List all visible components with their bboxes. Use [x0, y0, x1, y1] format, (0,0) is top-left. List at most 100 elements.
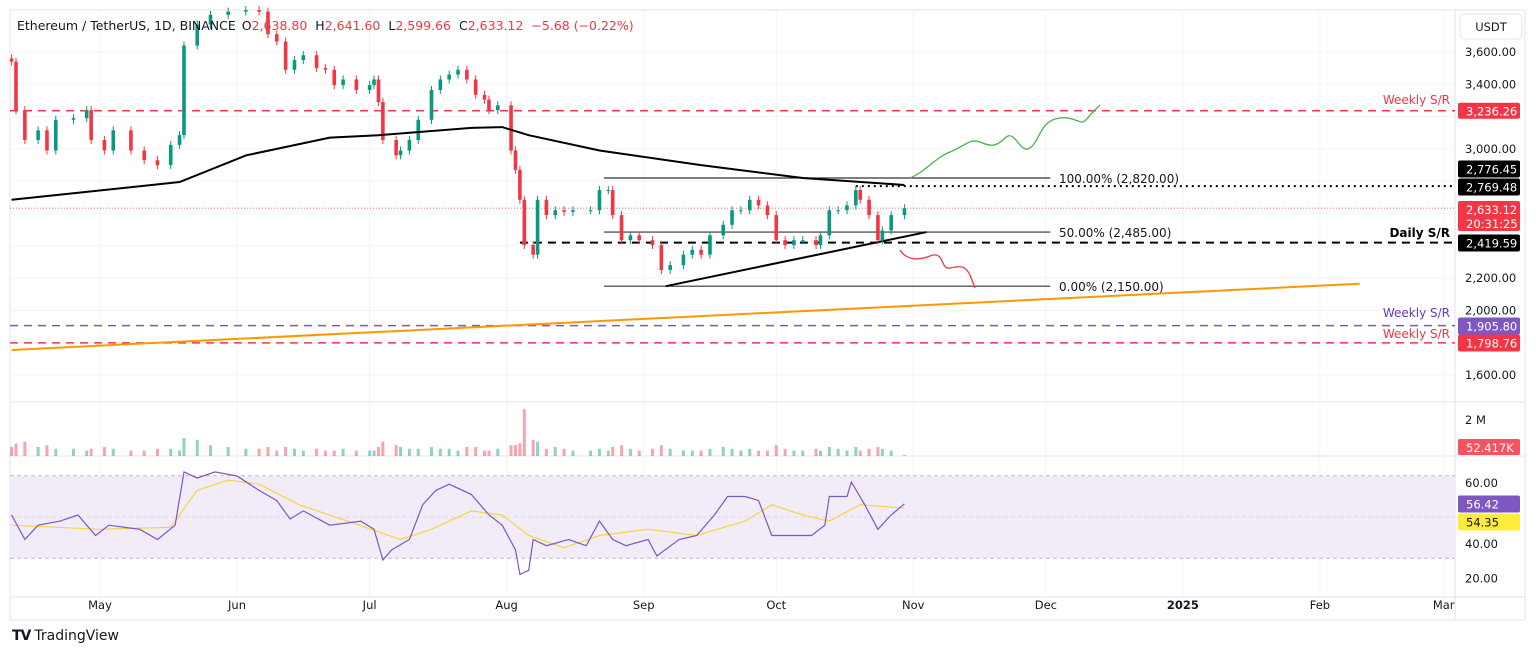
candle-body [818, 235, 823, 245]
volume-bar [10, 447, 14, 456]
volume-bar [376, 447, 380, 456]
volume-bar [399, 447, 403, 456]
volume-bar [620, 445, 624, 456]
volume-bar [536, 441, 540, 456]
candle-body [509, 105, 513, 151]
candle-body [155, 160, 160, 166]
candle-body [739, 210, 743, 212]
volume-bar [89, 448, 93, 456]
currency-button[interactable] [1459, 13, 1523, 40]
time-axis-label: Jun [227, 598, 246, 612]
candle-body [708, 235, 712, 255]
candle-body [447, 74, 451, 80]
volume-bar [730, 448, 734, 456]
volume-bar [858, 450, 862, 456]
volume-bar [562, 448, 566, 456]
volume-bar [589, 450, 593, 456]
time-axis-label: Mar [1433, 598, 1455, 612]
candle-body [902, 208, 907, 216]
volume-bars [10, 409, 906, 456]
volume-bar [354, 450, 358, 456]
candle-body [473, 79, 478, 95]
candle-body [111, 130, 116, 151]
candle-body [89, 110, 93, 141]
volume-bar [902, 455, 906, 456]
candle-body [756, 199, 761, 206]
orange-trendline [11, 282, 1360, 351]
candle-body [889, 215, 893, 231]
candle-body [407, 140, 412, 151]
volume-bar [474, 447, 478, 456]
last-price-tag-text: 2,633.12 [1466, 203, 1517, 217]
candle-body [854, 190, 858, 206]
volume-bar [783, 448, 787, 456]
price-axis-label: 2,000.00 [1465, 303, 1516, 317]
candle-body [836, 210, 840, 212]
price-axis[interactable]: 3,600.00 3,400.00 3,000.00 2,200.00 2,000.00… [1465, 45, 1516, 586]
volume-bar [54, 448, 58, 456]
volume-bar [628, 448, 632, 456]
daily-sr-label: Daily S/R [1389, 226, 1450, 240]
candle-body [588, 210, 593, 212]
weekly-sr-tag-bottom-text: 1,798.76 [1466, 337, 1517, 351]
candle-body [637, 235, 642, 241]
candle-body [867, 199, 871, 216]
candle-body [845, 205, 849, 211]
volume-bar [611, 447, 615, 456]
volume-bar [880, 448, 884, 456]
volume-bar [323, 450, 327, 456]
rsi-ma-line [11, 479, 905, 549]
volume-axis-label: 2 M [1465, 413, 1486, 427]
volume-bar [518, 443, 522, 456]
volume-tag [1458, 439, 1520, 455]
price-axis-label: 2,200.00 [1465, 271, 1516, 285]
fib-50-label: 50.00% (2,485.00) [1059, 226, 1171, 240]
bullish-projection-path [909, 104, 1101, 179]
candle-body [292, 60, 297, 70]
candle-body [398, 150, 403, 156]
tradingview-logo[interactable]: TV TradingView [12, 628, 119, 644]
weekly-sr-label-bottom: Weekly S/R [1383, 327, 1450, 341]
candle-body [721, 224, 726, 236]
candle-body [429, 89, 434, 120]
candle-body [102, 140, 107, 151]
rsi-ma-tag [1458, 513, 1520, 531]
candle-body [323, 68, 328, 70]
weekly-sr-tag-purple-text: 1,905.80 [1466, 320, 1517, 334]
volume-bar [407, 448, 411, 456]
candle-body [690, 249, 695, 255]
volume-bar [597, 448, 601, 456]
candle-body [314, 55, 319, 69]
candle-body [341, 79, 345, 86]
candle-body [628, 235, 633, 241]
candle-body [177, 135, 182, 145]
candle-body [23, 110, 27, 141]
candle-body [531, 244, 535, 255]
indicator-lines [11, 104, 1101, 576]
price-axis-label: 1,600.00 [1465, 368, 1516, 382]
volume-bar [690, 450, 694, 456]
time-axis[interactable]: May Jun Jul Aug Sep Oct Nov Dec 2025 Feb Mar [88, 598, 1455, 612]
volume-bar [14, 443, 18, 456]
volume-bar [257, 448, 261, 456]
volume-bar [23, 441, 27, 456]
volume-bar [381, 441, 385, 456]
candle-body [482, 94, 487, 100]
candle-body [518, 169, 522, 200]
candle-body [129, 130, 133, 151]
candle-body [681, 254, 686, 266]
volume-bar [854, 447, 858, 456]
candle-body [522, 199, 527, 245]
fib-100-label: 100.00% (2,820.00) [1059, 172, 1179, 186]
volume-bar [651, 448, 654, 456]
candle-body [376, 79, 381, 103]
candle-body [535, 199, 540, 255]
candle-body [226, 11, 230, 15]
volume-bar [244, 448, 248, 456]
volume-bar [416, 448, 420, 456]
daily-sr-tag [1458, 234, 1520, 252]
time-axis-label: Feb [1310, 598, 1330, 612]
candle-body [562, 210, 566, 212]
volume-bar [606, 450, 610, 456]
